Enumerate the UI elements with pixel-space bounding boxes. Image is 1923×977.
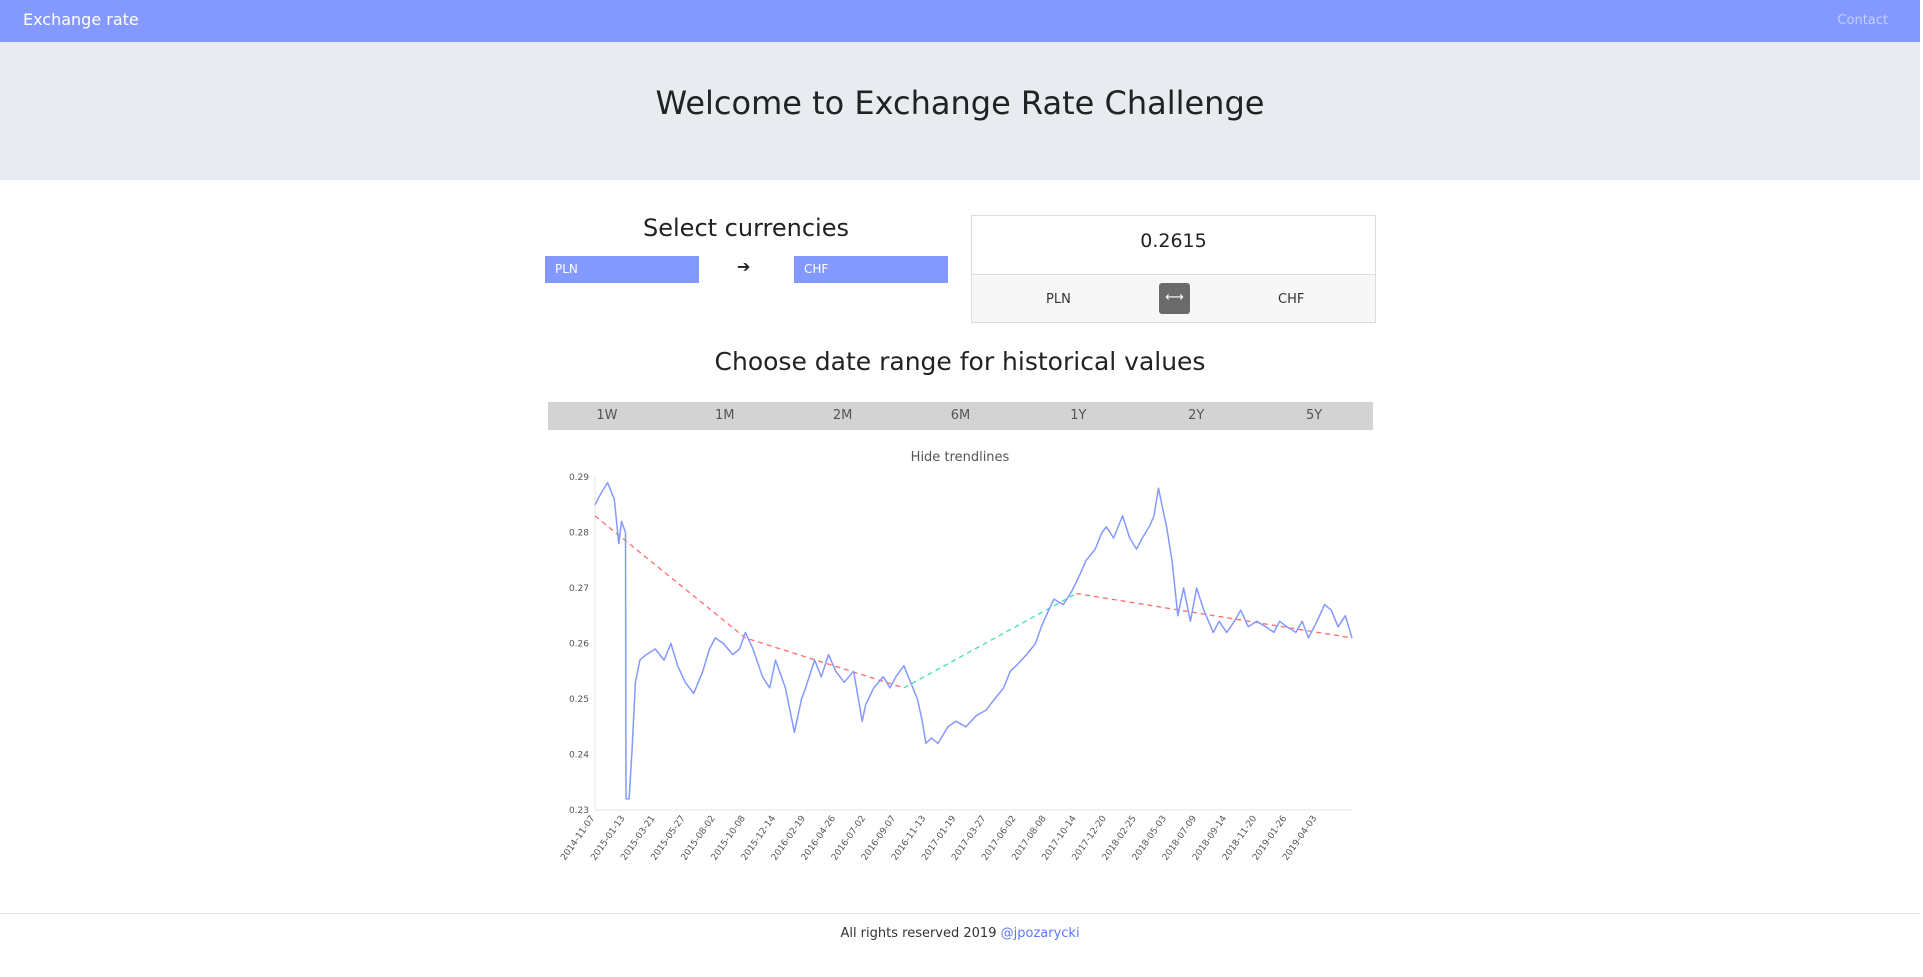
rate-footer: PLN ⟷ CHF <box>972 274 1375 322</box>
arrow-right-icon: ➔ <box>737 257 751 276</box>
page-title: Welcome to Exchange Rate Challenge <box>655 84 1265 122</box>
trendline-down <box>1076 592 1353 639</box>
y-tick-label: 0.29 <box>569 473 589 483</box>
rate-card: 0.2615 PLN ⟷ CHF <box>971 215 1376 323</box>
navbar: Exchange rate Contact <box>0 0 1920 42</box>
footer: All rights reserved 2019 @jpozarycki <box>0 926 1920 941</box>
hide-trendlines-toggle[interactable]: Hide trendlines <box>910 450 1010 465</box>
y-tick-label: 0.28 <box>569 529 589 539</box>
swap-horizontal-icon: ⟷ <box>1165 290 1184 305</box>
from-currency-select[interactable]: PLN <box>545 256 699 283</box>
trendline-down <box>594 515 905 689</box>
range-button-6m[interactable]: 6M <box>950 408 971 423</box>
select-currencies-title: Select currencies <box>643 214 849 242</box>
y-tick-label: 0.27 <box>569 584 589 594</box>
hero: Welcome to Exchange Rate Challenge <box>0 42 1920 180</box>
range-button-5y[interactable]: 5Y <box>1305 408 1323 423</box>
rate-value: 0.2615 <box>1140 230 1207 252</box>
date-range-buttons: 1W 1M 2M 6M 1Y 2Y 5Y <box>548 402 1373 430</box>
date-range-title: Choose date range for historical values <box>714 347 1206 376</box>
range-button-1y[interactable]: 1Y <box>1070 408 1087 423</box>
y-tick-label: 0.23 <box>569 806 589 816</box>
rate-to-currency: CHF <box>1278 292 1305 307</box>
trendline-up <box>903 592 1077 689</box>
range-button-2m[interactable]: 2M <box>832 408 853 423</box>
swap-button[interactable]: ⟷ <box>1159 283 1190 314</box>
range-button-1m[interactable]: 1M <box>715 408 735 423</box>
y-tick-label: 0.26 <box>569 640 589 650</box>
contact-link[interactable]: Contact <box>1837 13 1888 28</box>
author-link[interactable]: @jpozarycki <box>1000 926 1080 941</box>
range-button-1w[interactable]: 1W <box>596 408 618 423</box>
to-currency-select[interactable]: CHF <box>794 256 948 283</box>
y-tick-label: 0.25 <box>569 695 589 705</box>
rate-from-currency: PLN <box>1046 292 1071 307</box>
rate-series-line <box>594 481 1353 800</box>
exchange-rate-chart: 0.230.240.250.260.270.280.292014-11-0720… <box>559 473 1353 863</box>
footer-text: All rights reserved 2019 <box>840 926 997 941</box>
y-tick-label: 0.24 <box>569 751 589 761</box>
footer-divider <box>0 913 1920 914</box>
brand[interactable]: Exchange rate <box>23 10 139 29</box>
range-button-2y[interactable]: 2Y <box>1188 408 1205 423</box>
